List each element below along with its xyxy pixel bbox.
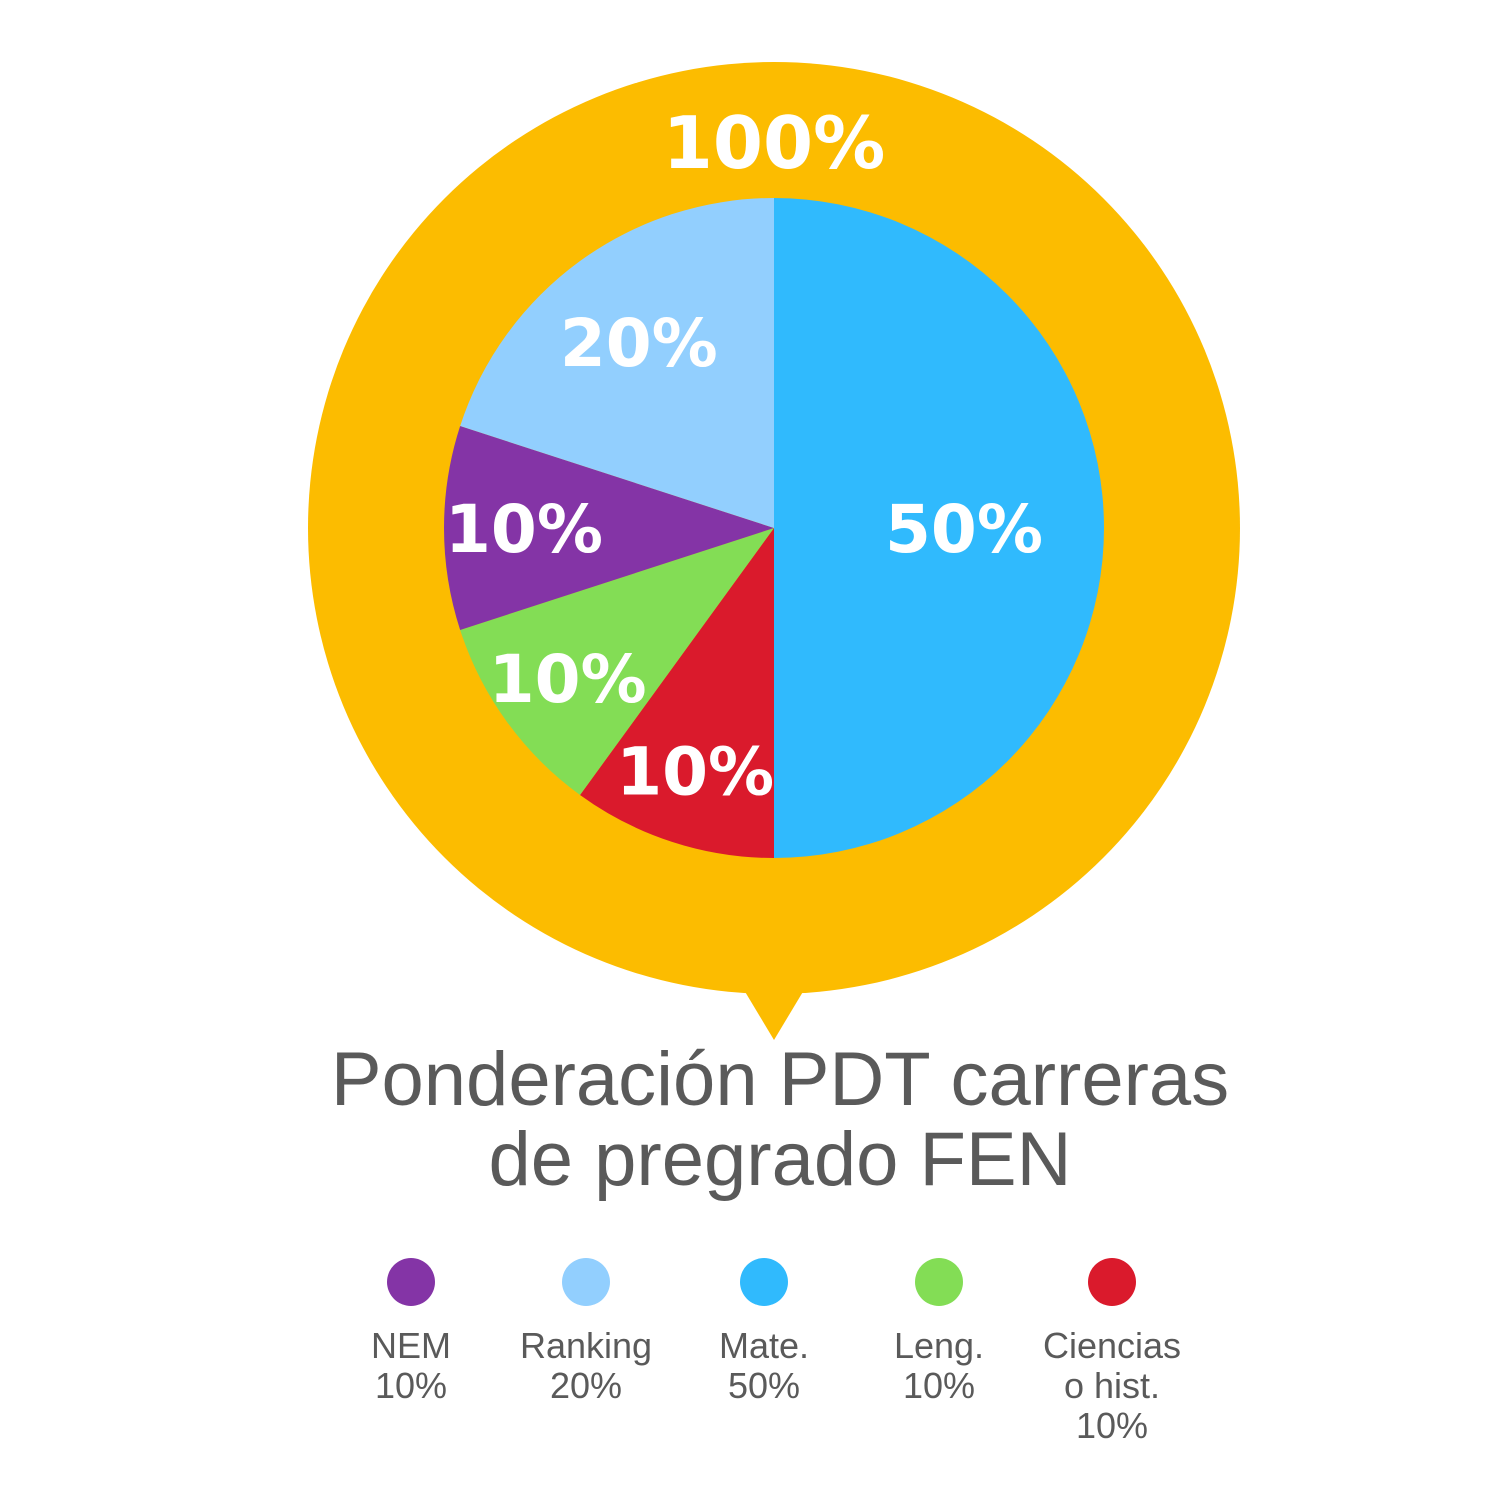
- legend-dot-nem: [387, 1258, 435, 1306]
- legend-item-mate: Mate. 50%: [669, 1258, 859, 1406]
- legend-label-mate: Mate. 50%: [718, 1325, 810, 1406]
- legend-dot-mate: [740, 1258, 788, 1306]
- ring-pointer: [738, 980, 810, 1040]
- slice-label-mate: 50%: [885, 491, 1043, 568]
- legend-label-ranking: Ranking 20%: [519, 1325, 653, 1406]
- slice-label-ciencias-o-hist: 10%: [616, 734, 774, 811]
- pie-slice-ciencias-o-hist: [580, 528, 774, 858]
- pie-slice-mate: [774, 198, 1104, 858]
- legend-item-leng: Leng. 10%: [844, 1258, 1034, 1406]
- legend-label-leng: Leng. 10%: [893, 1325, 985, 1406]
- legend-dot-ranking: [562, 1258, 610, 1306]
- pie-slice-leng: [460, 528, 774, 795]
- pie-slice-ranking: [460, 197, 774, 529]
- total-label: 100%: [663, 101, 885, 185]
- legend-item-ciencias: Ciencias o hist. 10%: [1017, 1258, 1207, 1446]
- legend-label-nem: NEM 10%: [371, 1325, 451, 1406]
- pie-slice-nem: [443, 426, 774, 630]
- slice-label-leng: 10%: [489, 641, 647, 718]
- legend-dot-leng: [915, 1258, 963, 1306]
- legend-item-ranking: Ranking 20%: [491, 1258, 681, 1406]
- chart-title-line-1: Ponderación PDT carreras: [330, 1037, 1230, 1122]
- legend-dot-ciencias: [1088, 1258, 1136, 1306]
- legend-item-nem: NEM 10%: [316, 1258, 506, 1406]
- chart-title-line-2: de pregrado FEN: [488, 1117, 1072, 1202]
- chart-title: Ponderación PDT carreras de pregrado FEN: [150, 1040, 1410, 1200]
- slice-label-nem: 10%: [445, 491, 603, 568]
- legend-label-ciencias: Ciencias o hist. 10%: [1042, 1325, 1182, 1446]
- slice-label-ranking: 20%: [560, 305, 718, 382]
